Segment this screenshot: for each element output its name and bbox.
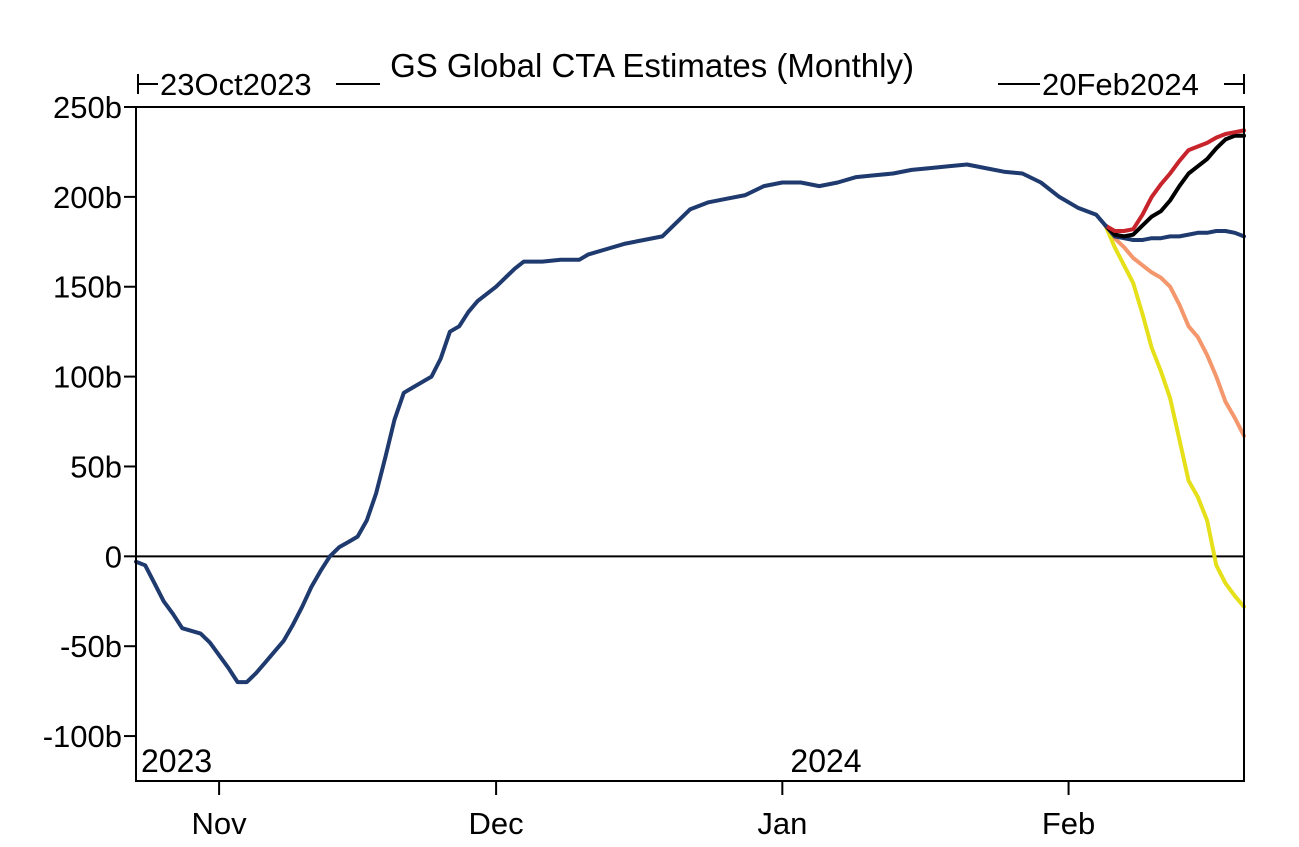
series-line-1	[1103, 223, 1246, 242]
y-tick-label: 250b	[53, 90, 122, 125]
x-tick-label: Jan	[757, 806, 807, 841]
year-label-2024: 2024	[790, 743, 861, 779]
x-tick-label: Dec	[469, 806, 524, 841]
y-tick-label: 150b	[53, 270, 122, 305]
year-label-2023: 2023	[141, 743, 212, 779]
chart-header: 23Oct2023 GS Global CTA Estimates (Month…	[137, 47, 1245, 102]
y-tick-label: 50b	[70, 449, 122, 484]
y-tick-label: -100b	[43, 719, 122, 754]
series-line-3	[1103, 133, 1246, 239]
plot-series	[134, 128, 1246, 685]
chart-title: GS Global CTA Estimates (Monthly)	[390, 47, 914, 84]
y-axis: 250b 200b 150b 100b 50b 0 -50b -100b	[43, 90, 136, 754]
y-tick-label: 100b	[53, 360, 122, 395]
y-tick-label: -50b	[60, 629, 122, 664]
x-axis: Nov Dec Jan Feb	[192, 781, 1095, 841]
y-tick-label: 0	[105, 539, 122, 574]
series-line-4	[1103, 223, 1246, 438]
x-tick-label: Feb	[1042, 806, 1095, 841]
y-tick-label: 200b	[53, 180, 122, 215]
series-line-2	[1103, 128, 1246, 233]
x-tick-label: Nov	[192, 806, 248, 841]
range-start-label: 23Oct2023	[160, 67, 312, 102]
series-line-0	[134, 162, 1108, 685]
series-line-5	[1103, 223, 1246, 609]
range-end-label: 20Feb2024	[1042, 67, 1199, 102]
plot-frame	[135, 106, 1245, 782]
